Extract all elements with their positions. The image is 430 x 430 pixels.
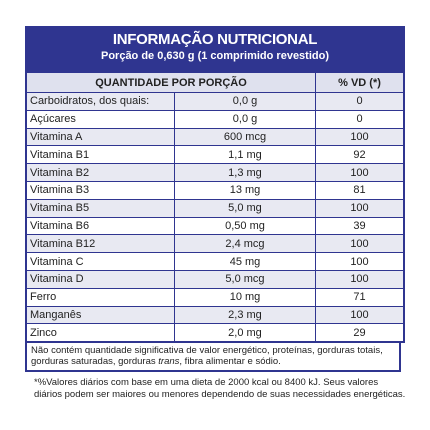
daily-value: 100 bbox=[350, 130, 369, 143]
amount: 2,3 mg bbox=[175, 306, 316, 324]
note: Não contém quantidade significativa de v… bbox=[25, 343, 401, 372]
daily-value: 100 bbox=[350, 237, 369, 250]
table-header: QUANTIDADE POR PORÇÃO % VD (*) bbox=[27, 73, 403, 92]
table-row: Vitamina A 600 mcg 100 bbox=[27, 127, 403, 146]
subtitle: Porção de 0,630 g (1 comprimido revestid… bbox=[100, 50, 329, 62]
amount: 1,1 mg bbox=[175, 146, 316, 164]
nutrient-name: Vitamina B1 bbox=[27, 146, 175, 164]
amount: 0,50 mg bbox=[175, 217, 316, 235]
note-text: , fibra alimentar e sódio. bbox=[179, 356, 281, 367]
table-row: Ferro 10 mg 71 bbox=[27, 287, 403, 306]
nutrient-name: Zinco bbox=[27, 324, 175, 342]
title: INFORMAÇÃO NUTRICIONAL bbox=[112, 31, 318, 48]
amount: 13 mg bbox=[175, 181, 316, 199]
nutrition-table: QUANTIDADE POR PORÇÃO % VD (*) Carboidra… bbox=[25, 71, 405, 344]
amount: 2,0 mg bbox=[175, 324, 316, 342]
table-row: Zinco 2,0 mg 29 bbox=[27, 323, 403, 342]
nutrient-name: Vitamina B2 bbox=[27, 164, 175, 181]
nutrient-name: Vitamina A bbox=[27, 128, 175, 146]
daily-value: 92 bbox=[353, 148, 366, 161]
nutrient-name: Vitamina B3 bbox=[27, 181, 175, 199]
header: INFORMAÇÃO NUTRICIONAL Porção de 0,630 g… bbox=[25, 26, 405, 71]
daily-value: 100 bbox=[350, 273, 369, 286]
nutrient-name: Carboidratos, dos quais: bbox=[27, 93, 175, 110]
daily-value: 100 bbox=[350, 255, 369, 268]
nutrient-name: Vitamina B5 bbox=[27, 199, 175, 217]
daily-value: 29 bbox=[353, 326, 366, 339]
nutrient-name: Manganês bbox=[27, 306, 175, 324]
amount: 0,0 g bbox=[175, 93, 316, 110]
daily-value: 39 bbox=[353, 219, 366, 232]
table-row: Vitamina C 45 mg 100 bbox=[27, 252, 403, 270]
nutrient-name: Vitamina B6 bbox=[27, 217, 175, 235]
note-text: Não contém quantidade significativa de v… bbox=[31, 345, 383, 367]
amount: 5,0 mg bbox=[175, 199, 316, 217]
amount: 10 mg bbox=[175, 288, 316, 306]
footnote: *%Valores diários com base em uma dieta … bbox=[34, 377, 406, 400]
daily-value: 0 bbox=[356, 113, 363, 126]
daily-value: 81 bbox=[353, 184, 366, 197]
table-row: Vitamina B1 1,1 mg 92 bbox=[27, 145, 403, 164]
daily-value: 100 bbox=[350, 166, 369, 179]
amount: 600 mcg bbox=[175, 128, 316, 146]
table-row: Vitamina B2 1,3 mg 100 bbox=[27, 163, 403, 181]
table-row: Vitamina B6 0,50 mg 39 bbox=[27, 216, 403, 235]
amount: 5,0 mcg bbox=[175, 270, 316, 288]
table-row: Vitamina B5 5,0 mg 100 bbox=[27, 198, 403, 217]
note-italic: trans bbox=[158, 356, 180, 367]
amount: 1,3 mg bbox=[175, 164, 316, 181]
table-row: Vitamina D 5,0 mcg 100 bbox=[27, 269, 403, 288]
table-row: Vitamina B3 13 mg 81 bbox=[27, 180, 403, 199]
column-header: QUANTIDADE POR PORÇÃO bbox=[27, 73, 316, 92]
daily-value: 100 bbox=[350, 202, 369, 215]
nutrient-name: Vitamina B12 bbox=[27, 235, 175, 253]
nutrient-name: Vitamina C bbox=[27, 253, 175, 270]
table-row: Manganês 2,3 mg 100 bbox=[27, 305, 403, 324]
amount: 0,0 g bbox=[175, 110, 316, 128]
table-row: Açúcares 0,0 g 0 bbox=[27, 109, 403, 128]
daily-value: 71 bbox=[353, 291, 366, 304]
daily-value: 0 bbox=[356, 95, 363, 108]
column-header: % VD (*) bbox=[338, 76, 381, 89]
amount: 2,4 mcg bbox=[175, 235, 316, 253]
daily-value: 100 bbox=[350, 308, 369, 321]
table-row: Carboidratos, dos quais: 0,0 g 0 bbox=[27, 92, 403, 110]
table-row: Vitamina B12 2,4 mcg 100 bbox=[27, 234, 403, 253]
nutrient-name: Açúcares bbox=[27, 110, 175, 128]
nutrient-name: Ferro bbox=[27, 288, 175, 306]
amount: 45 mg bbox=[175, 253, 316, 270]
nutrient-name: Vitamina D bbox=[27, 270, 175, 288]
